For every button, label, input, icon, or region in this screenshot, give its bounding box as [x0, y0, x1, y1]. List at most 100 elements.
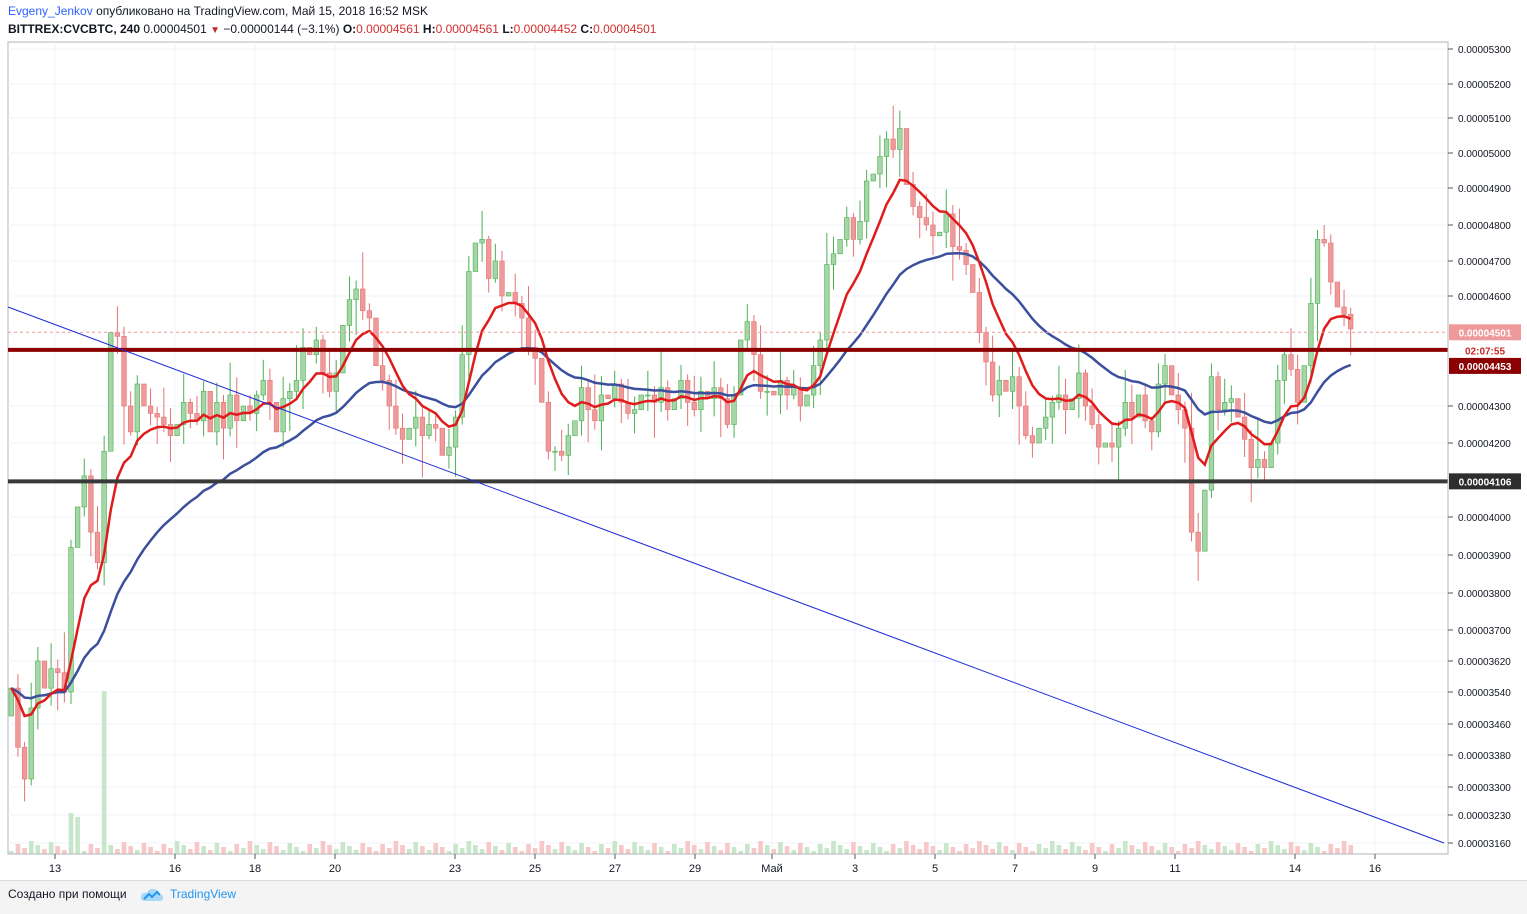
candle — [360, 288, 366, 311]
candle — [1029, 435, 1036, 444]
candle — [539, 358, 545, 403]
tradingview-cloud-icon[interactable] — [140, 887, 164, 908]
candle — [844, 217, 850, 240]
trendline[interactable] — [7, 306, 1445, 844]
volume-bar — [996, 842, 1002, 854]
author-link[interactable]: Evgeny_Jenkov — [8, 4, 93, 18]
candle — [1023, 405, 1029, 436]
candle — [181, 402, 187, 425]
volume-bar — [241, 848, 246, 854]
volume-bar — [201, 846, 206, 854]
candle — [671, 398, 677, 410]
low-value: 0.00004452 — [513, 22, 578, 36]
volume-bar — [1229, 850, 1234, 854]
volume-bar — [1341, 841, 1347, 854]
volume-bar — [592, 851, 598, 854]
candle — [254, 394, 260, 414]
candle — [393, 405, 399, 429]
candle — [1076, 372, 1082, 399]
candle — [48, 668, 54, 689]
price-axis[interactable]: 0.00005300 0.00005200 0.00005100 0.00005000… — [1447, 42, 1511, 854]
candle — [1122, 402, 1128, 429]
candle — [466, 271, 472, 355]
volume-bar — [638, 846, 644, 854]
volume-bar — [121, 842, 127, 854]
countdown-badge-bg — [1449, 342, 1521, 359]
time-tick-label: Май — [761, 863, 783, 875]
volume-bar — [486, 842, 492, 854]
candle — [492, 260, 498, 279]
volume-bar — [804, 847, 810, 854]
candle — [771, 391, 777, 396]
volume-bar — [857, 846, 863, 854]
volume-bar — [817, 844, 823, 854]
candle — [141, 383, 147, 407]
volume-bar — [207, 850, 213, 854]
candle — [976, 292, 982, 333]
candle — [850, 217, 857, 240]
candle — [1096, 424, 1102, 448]
candle — [605, 394, 611, 399]
volume-bar — [48, 842, 54, 854]
volume-bar — [824, 848, 830, 854]
price-tick-label: 0.00004300 — [1458, 402, 1511, 413]
candle — [1308, 303, 1314, 366]
volume-bar — [957, 851, 962, 854]
down-arrow-icon: ▼ — [210, 25, 221, 36]
volume-bar — [1175, 851, 1181, 854]
candle — [353, 288, 359, 300]
plot-frame — [7, 41, 1449, 855]
candle — [147, 405, 154, 414]
volume-bar — [950, 847, 956, 854]
tradingview-brand[interactable]: TradingView — [170, 887, 237, 901]
candle — [161, 416, 167, 425]
volume-bar — [1215, 842, 1221, 854]
volume-bar — [678, 848, 684, 854]
candle — [300, 347, 306, 381]
volume-bar — [128, 846, 133, 854]
made-with-text: Создано при помощи — [8, 887, 127, 901]
price-tick-label: 0.00003700 — [1458, 626, 1511, 637]
volume-bar — [453, 844, 458, 854]
volume-bar — [1103, 851, 1108, 854]
candle — [399, 427, 406, 440]
candle — [804, 394, 810, 407]
candle — [1195, 531, 1201, 552]
candle — [917, 206, 923, 218]
volume-bar — [585, 847, 591, 854]
candle — [187, 402, 193, 414]
candle — [1348, 314, 1354, 330]
volume-bar — [791, 850, 797, 854]
volume-bar — [917, 849, 923, 854]
price-chart[interactable]: 0.00005300 0.00005200 0.00005100 0.00005000… — [0, 40, 1527, 880]
candle — [930, 224, 936, 237]
volume-bar — [744, 844, 750, 854]
volume-bar — [691, 845, 697, 854]
price-tick-label: 0.00003230 — [1458, 811, 1511, 822]
volume-bar — [1222, 846, 1228, 854]
moving-average-slow — [10, 251, 1352, 700]
candle — [313, 339, 319, 355]
chart-area[interactable]: 0.00005300 0.00005200 0.00005100 0.00005000… — [0, 40, 1527, 880]
volume-bars — [8, 691, 1354, 854]
volume-bar — [1063, 849, 1068, 854]
volume-bar — [619, 845, 624, 854]
candle — [532, 347, 538, 359]
price-badges: 0.00004501 02:07:55 0.00004453 0.00004106 — [1449, 324, 1521, 490]
volume-bar — [890, 844, 896, 854]
volume-bar — [360, 843, 366, 854]
candle — [1003, 380, 1009, 392]
candle — [585, 387, 591, 410]
volume-bar — [347, 846, 352, 854]
volume-bar — [1195, 841, 1201, 854]
time-axis[interactable]: 13 16 18 20 23 25 27 29 Май 3 5 7 9 11 14 16 — [8, 853, 1448, 875]
candle — [346, 299, 353, 326]
candle — [326, 372, 333, 392]
candle — [366, 310, 372, 319]
low-label: L: — [502, 22, 514, 36]
volume-bar — [1122, 841, 1128, 854]
volume-bar — [1315, 847, 1320, 854]
volume-bar — [506, 843, 511, 854]
volume-bar — [864, 850, 869, 854]
candle — [1248, 438, 1254, 468]
